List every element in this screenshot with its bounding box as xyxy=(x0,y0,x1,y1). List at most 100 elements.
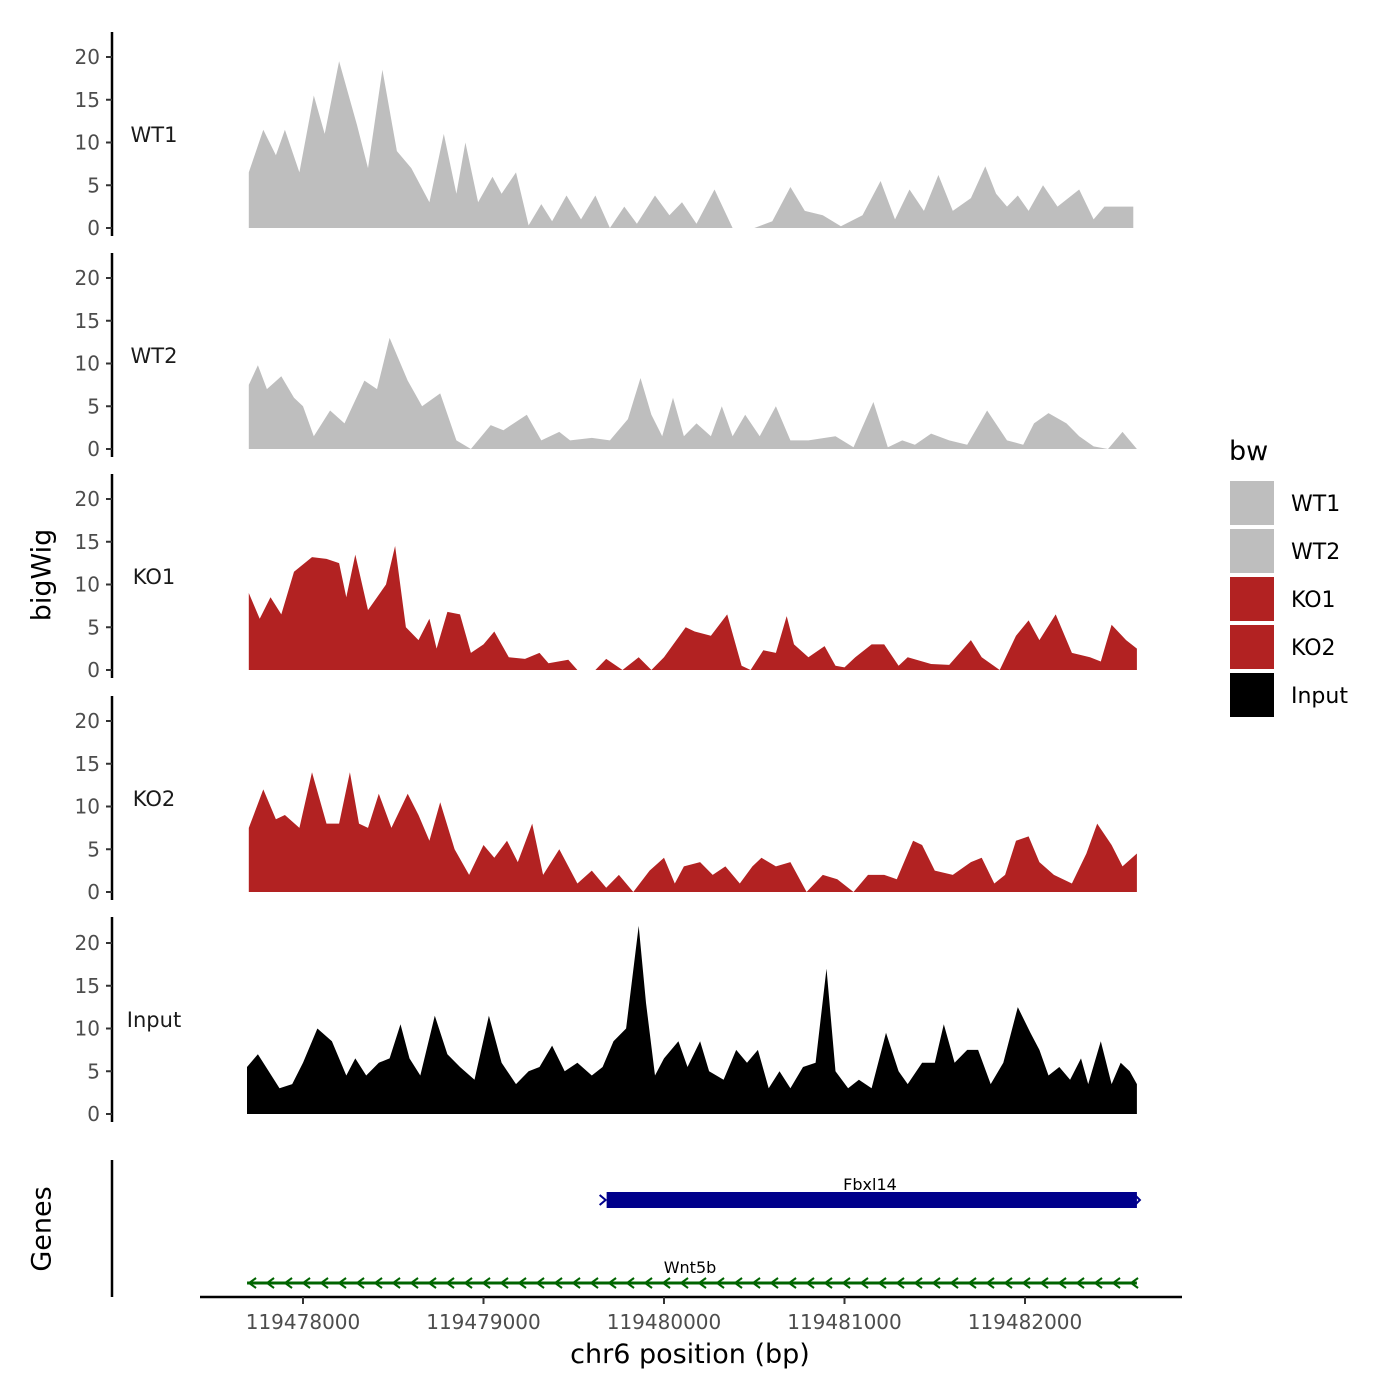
gene-strand-arrow xyxy=(769,1277,779,1289)
area-series-ko1 xyxy=(248,546,1137,670)
y-tick-label: 15 xyxy=(75,309,100,333)
y-tick-label: 20 xyxy=(75,45,100,69)
area-series-wt1 xyxy=(248,61,1134,228)
gene-body-fbxl14 xyxy=(606,1192,1137,1208)
y-tick-label: 20 xyxy=(75,709,100,733)
gene-strand-arrow xyxy=(805,1277,815,1289)
gene-strand-arrow xyxy=(1039,1277,1049,1289)
gene-strand-arrow xyxy=(1129,1277,1139,1289)
gene-strand-arrow xyxy=(697,1277,707,1289)
gene-strand-arrow xyxy=(481,1277,491,1289)
x-tick-label: 119482000 xyxy=(968,1310,1083,1334)
gene-strand-arrow xyxy=(913,1277,923,1289)
y-tick-label: 0 xyxy=(87,658,100,682)
x-tick-label: 119481000 xyxy=(787,1310,902,1334)
gene-strand-arrow xyxy=(607,1277,617,1289)
gene-label-wnt5b: Wnt5b xyxy=(664,1258,717,1277)
gene-strand-arrow xyxy=(337,1277,347,1289)
track-label-input: Input xyxy=(127,1008,181,1032)
gene-strand-arrow xyxy=(463,1277,473,1289)
gene-strand-arrow xyxy=(643,1277,653,1289)
gene-strand-arrow xyxy=(373,1277,383,1289)
legend-title: bw xyxy=(1229,436,1268,467)
gene-strand-arrow xyxy=(679,1277,689,1289)
x-tick-label: 119479000 xyxy=(426,1310,541,1334)
y-axis-title: bigWig xyxy=(27,529,58,622)
gene-strand-arrow xyxy=(355,1277,365,1289)
legend-swatch-wt2 xyxy=(1228,527,1276,575)
y-tick-label: 10 xyxy=(75,131,100,155)
y-tick-label: 10 xyxy=(75,1017,100,1041)
gene-strand-arrow xyxy=(553,1277,563,1289)
gene-strand-arrow xyxy=(625,1277,635,1289)
gene-strand-arrow xyxy=(427,1277,437,1289)
gene-strand-arrow xyxy=(895,1277,905,1289)
gene-strand-arrow xyxy=(409,1277,419,1289)
y-tick-label: 10 xyxy=(75,352,100,376)
gene-label-fbxl14: Fbxl14 xyxy=(843,1175,897,1194)
gene-strand-arrow xyxy=(535,1277,545,1289)
y-tick-label: 20 xyxy=(75,931,100,955)
legend-swatch-input xyxy=(1228,671,1276,719)
y-tick-label: 0 xyxy=(87,437,100,461)
gene-strand-arrow xyxy=(265,1277,275,1289)
legend-swatch-ko2 xyxy=(1228,623,1276,671)
y-tick-label: 0 xyxy=(87,1102,100,1126)
gene-track-title: Genes xyxy=(27,1186,58,1271)
y-tick-label: 0 xyxy=(87,880,100,904)
gene-strand-arrow xyxy=(1003,1277,1013,1289)
y-tick-label: 20 xyxy=(75,487,100,511)
gene-strand-arrow xyxy=(931,1277,941,1289)
gene-strand-arrow xyxy=(823,1277,833,1289)
gene-strand-arrow xyxy=(787,1277,797,1289)
gene-strand-arrow xyxy=(391,1277,401,1289)
gene-strand-arrow xyxy=(661,1277,671,1289)
y-tick-label: 10 xyxy=(75,573,100,597)
gene-strand-arrow xyxy=(1057,1277,1067,1289)
gene-strand-arrow xyxy=(1021,1277,1031,1289)
y-tick-label: 5 xyxy=(87,615,100,639)
legend-swatch-ko1 xyxy=(1228,575,1276,623)
y-tick-label: 15 xyxy=(75,88,100,112)
gene-strand-arrow xyxy=(1134,1194,1142,1206)
gene-strand-arrow xyxy=(1111,1277,1121,1289)
x-axis-title: chr6 position (bp) xyxy=(570,1339,810,1370)
gene-strand-arrow xyxy=(247,1277,257,1289)
y-tick-label: 10 xyxy=(75,795,100,819)
y-tick-label: 15 xyxy=(75,752,100,776)
track-label-wt2: WT2 xyxy=(131,344,178,368)
legend-label-wt2: WT2 xyxy=(1291,540,1340,565)
area-series-input xyxy=(247,925,1137,1114)
gene-strand-arrow xyxy=(517,1277,527,1289)
gene-strand-arrow xyxy=(283,1277,293,1289)
track-label-ko1: KO1 xyxy=(133,565,176,589)
legend-swatch-wt1 xyxy=(1228,479,1276,527)
gene-strand-arrow xyxy=(1093,1277,1103,1289)
x-tick-label: 119480000 xyxy=(607,1310,722,1334)
gene-strand-arrow xyxy=(301,1277,311,1289)
gene-strand-arrow xyxy=(985,1277,995,1289)
legend-label-wt1: WT1 xyxy=(1291,492,1340,517)
gene-strand-arrow xyxy=(589,1277,599,1289)
y-tick-label: 5 xyxy=(87,173,100,197)
gene-strand-arrow xyxy=(841,1277,851,1289)
legend-label-ko2: KO2 xyxy=(1291,636,1336,661)
track-label-ko2: KO2 xyxy=(133,787,176,811)
gene-strand-arrow xyxy=(571,1277,581,1289)
x-tick-label: 119478000 xyxy=(246,1310,361,1334)
y-tick-label: 15 xyxy=(75,974,100,998)
legend-label-input: Input xyxy=(1291,684,1348,709)
gene-strand-arrow xyxy=(859,1277,869,1289)
legend-label-ko1: KO1 xyxy=(1291,588,1336,613)
gene-strand-arrow xyxy=(715,1277,725,1289)
gene-strand-arrow xyxy=(1075,1277,1085,1289)
gene-strand-arrow xyxy=(751,1277,761,1289)
gene-strand-arrow xyxy=(445,1277,455,1289)
gene-strand-arrow xyxy=(949,1277,959,1289)
y-tick-label: 5 xyxy=(87,837,100,861)
gene-strand-arrow xyxy=(598,1194,608,1206)
area-series-ko2 xyxy=(248,772,1137,892)
y-tick-label: 5 xyxy=(87,394,100,418)
gene-strand-arrow xyxy=(877,1277,887,1289)
y-tick-label: 5 xyxy=(87,1059,100,1083)
